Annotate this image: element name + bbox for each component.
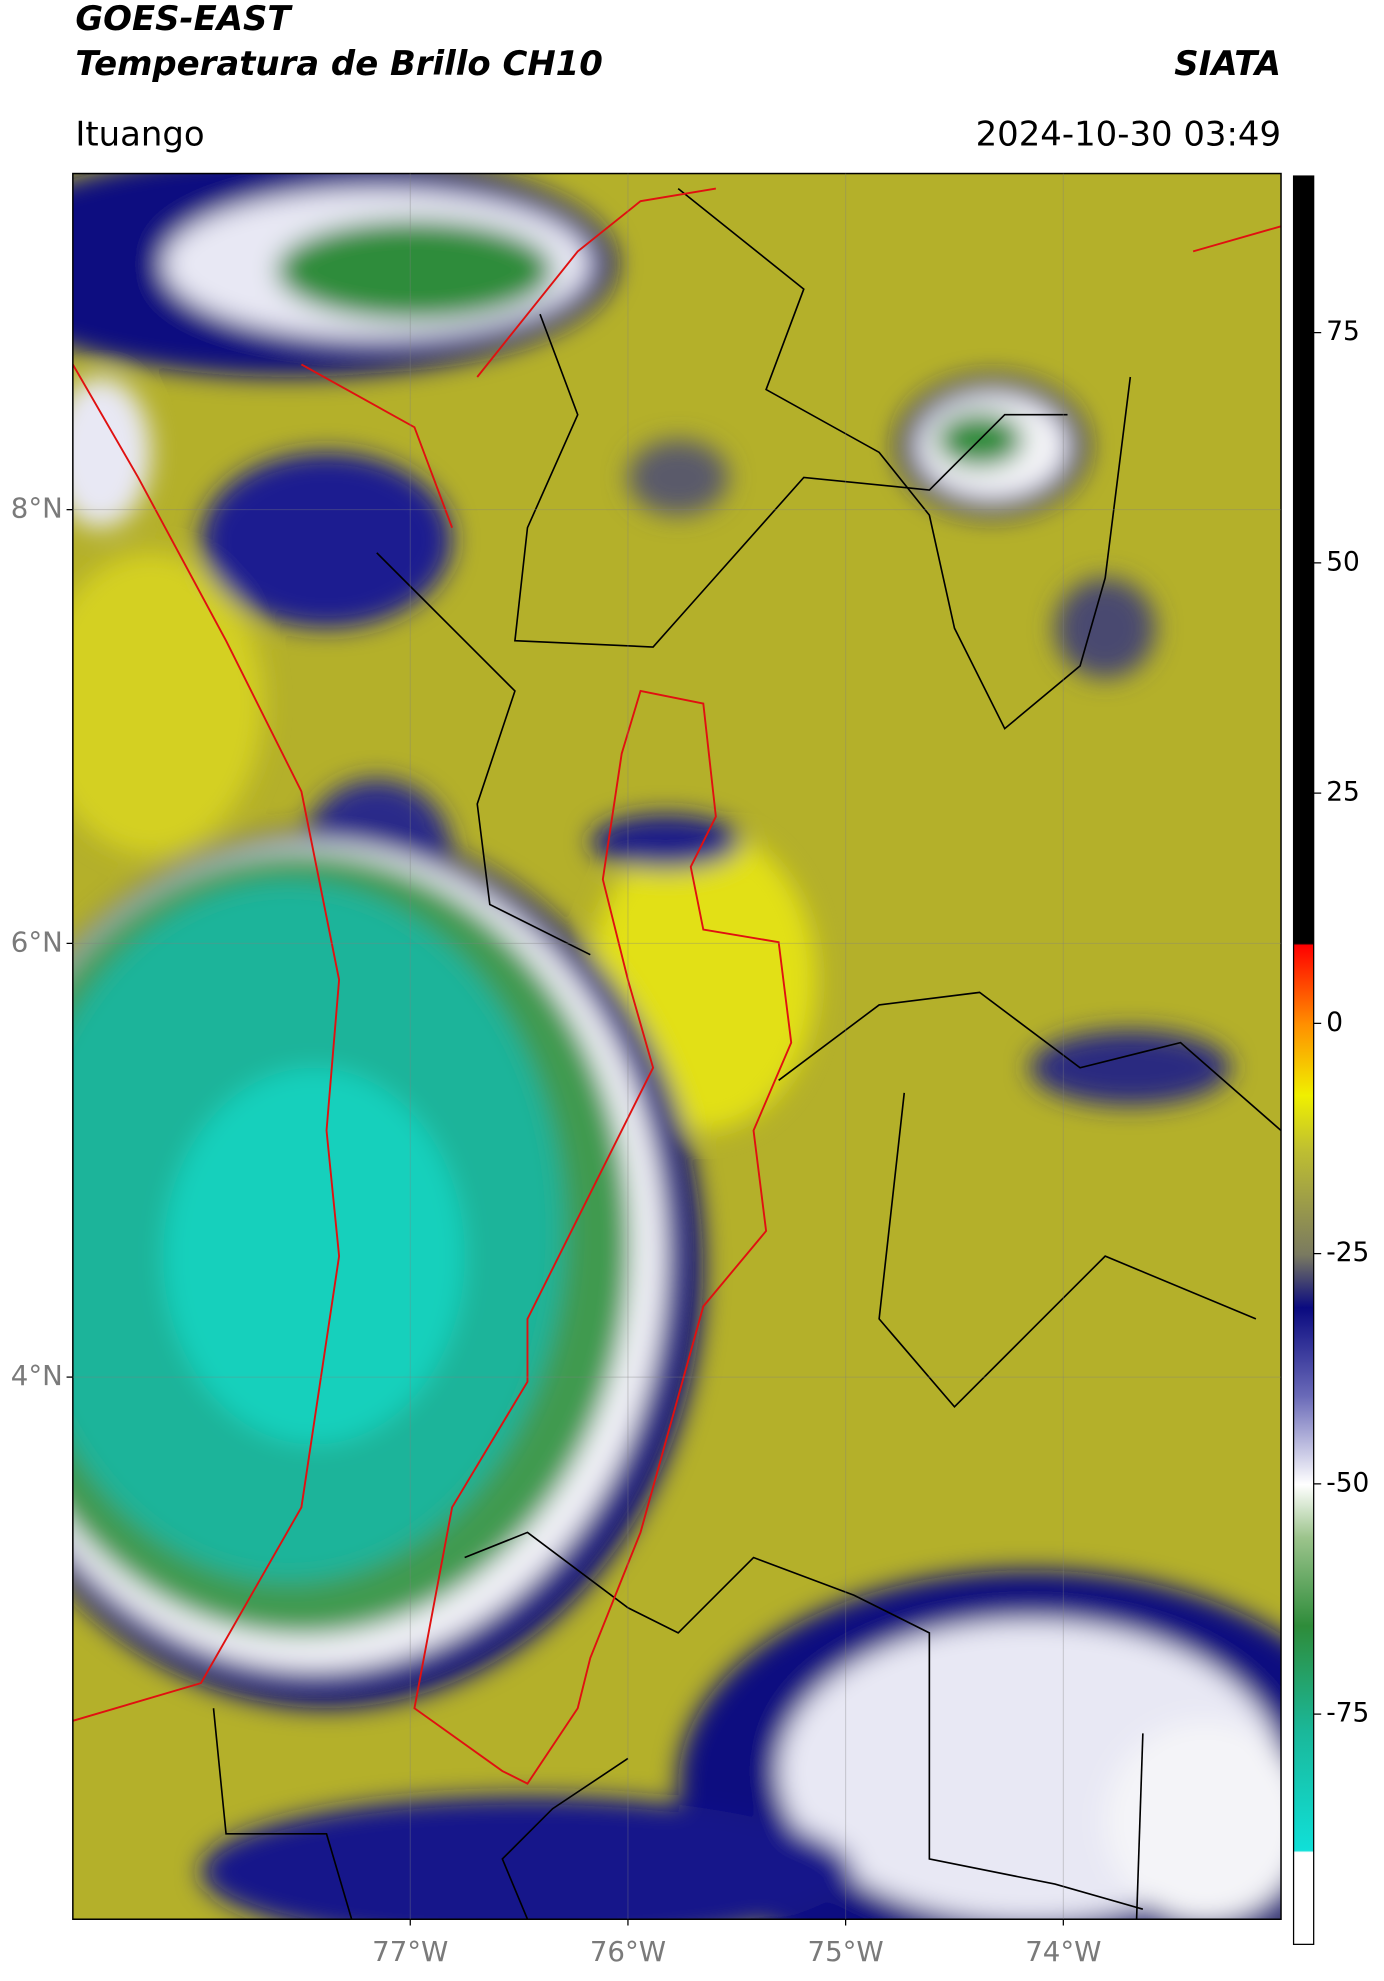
colorbar-tick-label: -75 xyxy=(1326,1699,1369,1729)
colorbar xyxy=(1292,175,1315,1945)
lat-label: 4°N xyxy=(11,1359,63,1392)
colorbar-tick-label: 75 xyxy=(1326,317,1360,347)
map-frame xyxy=(72,172,1282,1920)
colorbar-tick-label: 25 xyxy=(1326,778,1360,808)
lat-label: 6°N xyxy=(11,925,63,958)
subtitle: Temperatura de Brillo CH10 xyxy=(75,44,603,83)
brand: SIATA xyxy=(1174,44,1281,83)
colorbar-tick-label: -25 xyxy=(1326,1238,1369,1268)
lat-label: 8°N xyxy=(11,492,63,525)
colorbar-tick-label: 0 xyxy=(1326,1008,1343,1038)
lon-label: 75°W xyxy=(808,1935,884,1968)
title: GOES-EAST xyxy=(75,0,293,38)
timestamp: 2024-10-30 03:49 xyxy=(976,114,1281,153)
map-image xyxy=(72,173,1282,1920)
lon-label: 77°W xyxy=(372,1935,448,1968)
colorbar-tick-label: 50 xyxy=(1326,547,1360,577)
colorbar-ticks: -75 -50 -25 0 25 50 75 xyxy=(1313,317,1369,1729)
lon-label: 76°W xyxy=(590,1935,666,1968)
graticule: 4°N 6°N 8°N 77°W 76°W 75°W 74°W xyxy=(11,173,1282,1968)
colorbar-tick-label: -50 xyxy=(1326,1468,1369,1498)
location: Ituango xyxy=(75,114,204,153)
lon-label: 74°W xyxy=(1025,1935,1101,1968)
